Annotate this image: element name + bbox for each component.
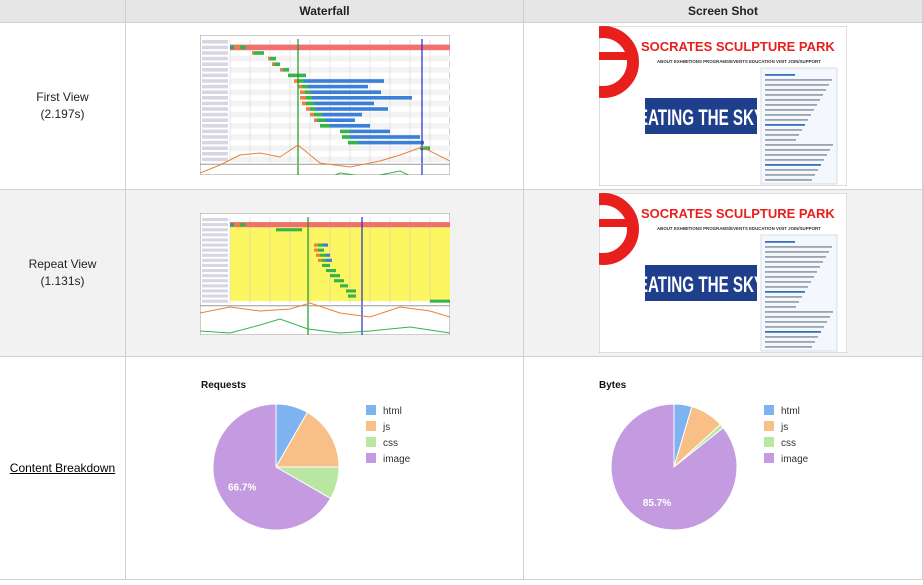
legend-label-image: image [383,454,411,465]
first-view-waterfall-cell [126,23,524,190]
legend-swatch-html [366,405,376,415]
site-nav: ABOUT EXHIBITIONS PROGRAMS/EVENTS EDUCAT… [657,59,821,64]
repeat-view-screenshot-cell: SOCRATES SCULPTURE PARK ABOUT EXHIBITIONS… [524,190,923,357]
site-banner: EATING THE SKY [638,105,765,129]
pie-slice-image [610,403,738,531]
bytes-pie-chart: Bytes 85.7% html js css image [599,380,809,531]
pie-slice-image [212,403,332,531]
repeat-view-screenshot-thumbnail[interactable]: SOCRATES SCULPTURE PARK ABOUT EXHIBITIONS… [599,193,847,353]
legend-swatch-image [366,453,376,463]
legend-swatch-image [764,453,774,463]
legend-label-css: css [781,438,796,449]
first-view-label: First View [36,90,89,104]
legend-swatch-js [366,421,376,431]
legend-swatch-css [764,437,774,447]
first-view-label-cell: First View (2.197s) [0,23,126,190]
first-view-screenshot-thumbnail[interactable]: SOCRATES SCULPTURE PARK ABOUT EXHIBITIONS… [599,26,847,186]
legend-label-html: html [781,406,800,417]
repeat-view-label-cell: Repeat View (1.131s) [0,190,126,357]
first-view-time: (2.197s) [40,107,85,121]
pie-slice-label: 85.7% [643,498,671,509]
header-screenshot: Screen Shot [524,0,923,23]
pie-slice-label: 66.7% [228,483,256,494]
repeat-view-time: (1.131s) [40,274,85,288]
legend-swatch-js [764,421,774,431]
legend-swatch-html [764,405,774,415]
first-view-screenshot-cell: SOCRATES SCULPTURE PARK ABOUT EXHIBITIONS… [524,23,923,190]
site-nav: ABOUT EXHIBITIONS PROGRAMS/EVENTS EDUCAT… [657,226,821,231]
header-empty [0,0,126,23]
site-banner: EATING THE SKY [638,272,765,296]
legend-label-js: js [780,422,788,433]
requests-pie-chart: Requests 66.7% html js css image [201,380,411,531]
site-name: SOCRATES SCULPTURE PARK [641,206,835,221]
header-waterfall: Waterfall [126,0,524,23]
site-name: SOCRATES SCULPTURE PARK [641,39,835,54]
legend-swatch-css [366,437,376,447]
legend-label-image: image [781,454,809,465]
chart-title: Requests [201,380,246,391]
legend-label-html: html [383,406,402,417]
requests-chart-cell: Requests 66.7% html js css image [126,357,524,580]
content-breakdown-label-cell: Content Breakdown [0,357,126,580]
first-view-waterfall-thumbnail[interactable] [200,35,450,175]
repeat-view-label: Repeat View [28,257,97,271]
bytes-chart-cell: Bytes 85.7% html js css image [524,357,923,580]
legend-label-css: css [383,438,398,449]
legend-label-js: js [382,422,390,433]
pie-slice-js [275,411,340,468]
chart-title: Bytes [599,380,627,391]
repeat-view-waterfall-thumbnail[interactable] [200,213,450,335]
content-breakdown-link[interactable]: Content Breakdown [9,460,116,475]
repeat-view-waterfall-cell [126,190,524,357]
